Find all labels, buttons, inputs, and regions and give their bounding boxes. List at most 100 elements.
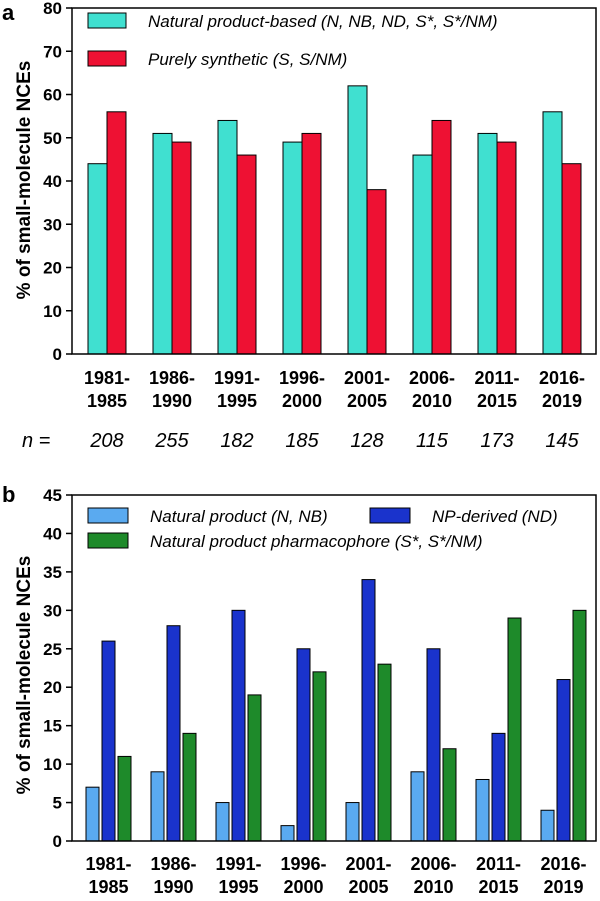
- bar-a-s0-2011-2015: [477, 132, 498, 355]
- panel-a-chart: a % of small-molecule NCEs 0 10 20 30 40 50 60…: [2, 0, 597, 452]
- panel-b-letter: b: [2, 482, 15, 507]
- bar-a-s1-2001-2005: [366, 189, 387, 355]
- bar-a-s1-2016-2019: [561, 163, 582, 355]
- bar-a-s1-1996-2000: [301, 132, 322, 355]
- y-tick-label-a-40: 40: [43, 172, 62, 191]
- x-tick-label-a-3-end: 2000: [282, 391, 322, 411]
- x-tick-label-a-7-start: 2016-: [539, 368, 585, 388]
- x-tick-label-b-4-end: 2005: [348, 877, 388, 897]
- bar-a-s1-1981-1985: [106, 111, 127, 355]
- legend-swatch-purely-synthetic: [87, 50, 127, 67]
- x-tick-label-b-2-start: 1991-: [215, 854, 261, 874]
- x-tick-label-b-7-start: 2016-: [540, 854, 586, 874]
- panel-a-legend: Natural product-based (N, NB, ND, S*, S*…: [87, 12, 498, 69]
- bar-b-s1-1996-2000: [296, 648, 311, 842]
- x-tick-label-a-5-start: 2006-: [409, 368, 455, 388]
- x-tick-label-b-3-end: 2000: [283, 877, 323, 897]
- x-tick-label-a-6-start: 2011-: [474, 368, 519, 388]
- panel-b-y-axis-label: % of small-molecule NCEs: [14, 556, 35, 795]
- y-tick-label-b-20: 20: [43, 678, 62, 697]
- bar-b-s0-1986-1990: [150, 771, 165, 842]
- legend-swatch-np-pharmacophore: [87, 532, 129, 549]
- x-tick-label-a-7-end: 2019: [542, 391, 582, 411]
- x-tick-label-b-0-end: 1985: [88, 877, 128, 897]
- y-tick-label-b-25: 25: [43, 640, 62, 659]
- panel-b-chart: b % of small-molecule NCEs 0 5 10 15 20 25 30 3…: [2, 482, 597, 897]
- n-label: n =: [22, 430, 50, 452]
- bar-b-s2-2001-2005: [377, 663, 392, 842]
- legend-label-purely-synthetic: Purely synthetic (S, S/NM): [148, 50, 347, 69]
- bar-b-s0-1996-2000: [280, 825, 295, 842]
- bar-a-s1-1986-1990: [171, 141, 192, 355]
- x-tick-label-a-4-start: 2001-: [344, 368, 390, 388]
- n-value-1: 255: [154, 430, 189, 452]
- bar-b-s1-2006-2010: [426, 648, 441, 842]
- bar-b-s0-2001-2005: [345, 802, 360, 842]
- x-tick-label-a-6-end: 2015: [477, 391, 517, 411]
- x-tick-label-a-0-start: 1981-: [84, 368, 130, 388]
- legend-label-natural-product-based: Natural product-based (N, NB, ND, S*, S*…: [148, 12, 498, 31]
- y-tick-label-b-15: 15: [43, 717, 62, 736]
- bar-a-s0-2016-2019: [542, 111, 563, 355]
- legend-label-np-derived: NP-derived (ND): [432, 507, 558, 526]
- bar-b-s0-2006-2010: [410, 771, 425, 842]
- bar-b-s1-1986-1990: [166, 625, 181, 842]
- bar-a-s0-2001-2005: [347, 85, 368, 355]
- y-tick-label-a-0: 0: [53, 345, 62, 364]
- x-tick-label-b-1-end: 1990: [153, 877, 193, 897]
- n-value-6: 173: [480, 430, 513, 452]
- x-tick-label-b-3-start: 1996-: [280, 854, 326, 874]
- y-tick-label-b-30: 30: [43, 601, 62, 620]
- y-tick-label-b-45: 45: [43, 486, 62, 505]
- panel-a-y-axis-label: % of small-molecule NCEs: [14, 61, 35, 300]
- bar-b-s2-2011-2015: [507, 617, 522, 842]
- x-tick-label-a-2-end: 1995: [217, 391, 257, 411]
- x-tick-label-a-1-end: 1990: [152, 391, 192, 411]
- bar-a-s1-2006-2010: [431, 119, 452, 355]
- x-tick-label-b-4-start: 2001-: [345, 854, 391, 874]
- x-tick-label-b-5-start: 2006-: [410, 854, 456, 874]
- n-value-3: 185: [285, 430, 319, 452]
- panel-a-letter: a: [2, 0, 15, 25]
- y-tick-label-b-0: 0: [53, 832, 62, 851]
- x-tick-label-a-0-end: 1985: [87, 391, 127, 411]
- legend-swatch-natural-product-based: [87, 12, 127, 29]
- bar-b-s0-2011-2015: [475, 778, 490, 842]
- y-tick-label-a-30: 30: [43, 215, 62, 234]
- bar-b-s1-1991-1995: [231, 609, 246, 842]
- bar-b-s2-1991-1995: [247, 694, 262, 842]
- x-tick-label-b-7-end: 2019: [543, 877, 583, 897]
- bar-b-s1-2001-2005: [361, 579, 376, 842]
- bar-a-s0-1986-1990: [152, 132, 173, 355]
- plot-frame-b: [71, 494, 597, 842]
- bar-b-s1-2011-2015: [491, 732, 506, 842]
- y-tick-label-a-60: 60: [43, 86, 62, 105]
- x-tick-label-b-0-start: 1981-: [85, 854, 131, 874]
- bar-a-s0-1991-1995: [217, 119, 238, 355]
- legend-swatch-natural-product: [87, 507, 129, 524]
- y-tick-label-a-70: 70: [43, 42, 62, 61]
- bar-b-s0-1981-1985: [85, 786, 100, 842]
- n-value-2: 182: [220, 430, 253, 452]
- bar-b-s2-1981-1985: [117, 755, 132, 842]
- legend-label-natural-product: Natural product (N, NB): [150, 507, 328, 526]
- y-tick-label-b-10: 10: [43, 755, 62, 774]
- y-tick-label-a-20: 20: [43, 259, 62, 278]
- x-tick-label-a-5-end: 2010: [412, 391, 452, 411]
- y-tick-label-b-40: 40: [43, 524, 62, 543]
- bar-b-s0-1991-1995: [215, 802, 230, 842]
- x-tick-label-b-5-end: 2010: [413, 877, 453, 897]
- x-tick-label-b-2-end: 1995: [218, 877, 258, 897]
- x-tick-label-a-3-start: 1996-: [279, 368, 325, 388]
- bar-b-s0-2016-2019: [540, 809, 555, 842]
- bar-a-s1-1991-1995: [236, 154, 257, 355]
- y-tick-label-b-35: 35: [43, 563, 62, 582]
- n-value-7: 145: [545, 430, 579, 452]
- x-tick-label-a-4-end: 2005: [347, 391, 387, 411]
- legend-swatch-np-derived: [369, 507, 411, 524]
- x-tick-label-b-6-start: 2011-: [476, 854, 521, 874]
- n-value-5: 115: [416, 430, 449, 452]
- y-tick-label-b-5: 5: [53, 794, 62, 813]
- bar-a-s0-1996-2000: [282, 141, 303, 355]
